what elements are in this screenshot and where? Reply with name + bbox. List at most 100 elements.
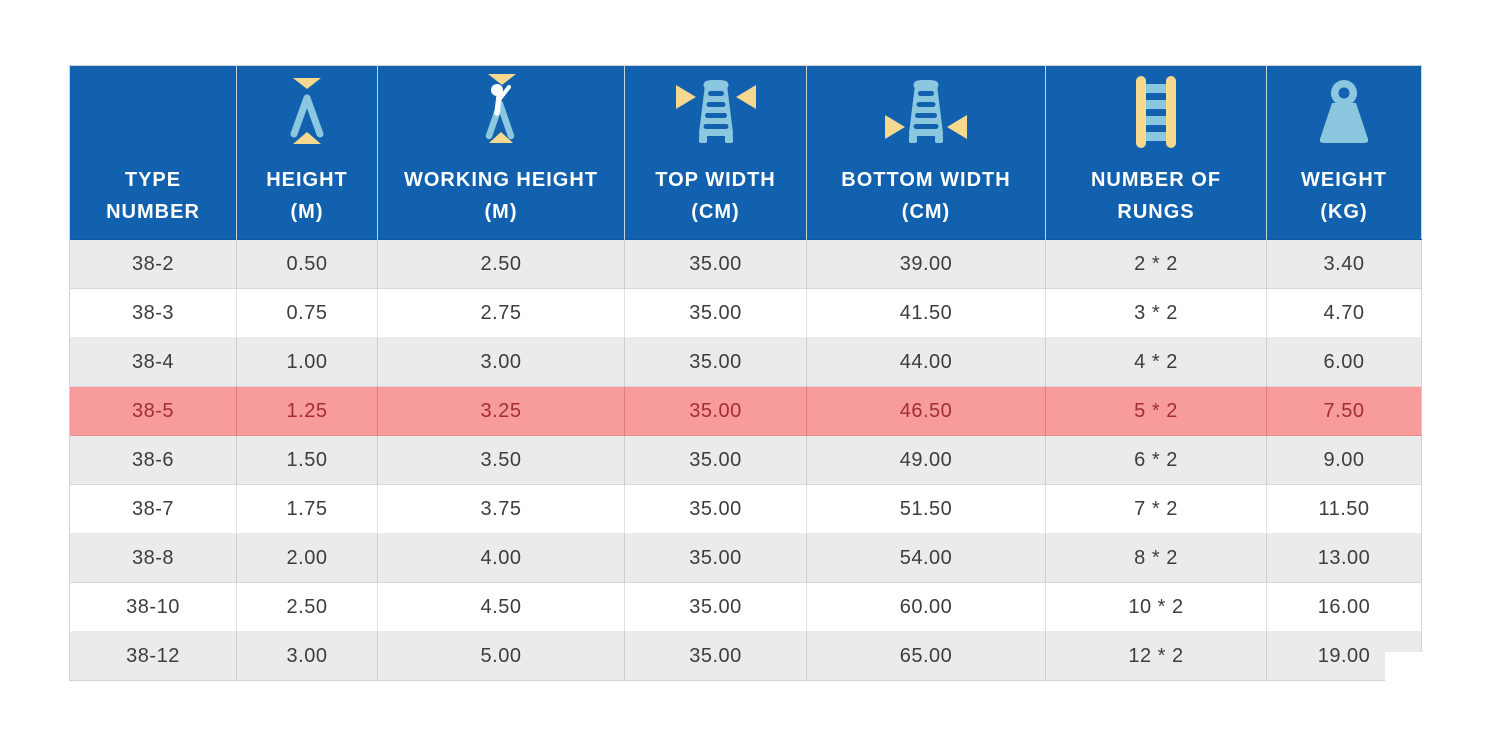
column-label: (CM)	[901, 201, 951, 223]
person-head	[491, 84, 503, 96]
ladder-rail	[1166, 76, 1176, 148]
rungs-icon	[1128, 72, 1184, 152]
height-icon	[277, 72, 337, 152]
table-cell: 35.00	[624, 435, 807, 485]
column-label: WEIGHT	[1301, 169, 1387, 191]
column-label: NUMBER OF	[1090, 169, 1222, 191]
table-cell: 5.00	[377, 631, 625, 681]
table-cell: 35.00	[624, 239, 807, 289]
table-cell: 51.50	[806, 484, 1046, 534]
table-cell: 1.75	[236, 484, 378, 534]
ladder-spec-table: TYPE NUMBER HEIGHT (M)	[69, 65, 1422, 681]
column-label: (CM)	[691, 201, 740, 223]
column-header-height: HEIGHT (M)	[236, 65, 378, 240]
table-row: 38-4 1.00 3.00 35.00 44.00 4 * 2 6.00	[69, 337, 1422, 387]
table-cell: 1.25	[236, 386, 378, 436]
table-cell: 4.70	[1266, 288, 1422, 338]
table-cell: 49.00	[806, 435, 1046, 485]
table-cell: 3.50	[377, 435, 625, 485]
column-label: BOTTOM WIDTH	[841, 169, 1011, 191]
table-cell: 0.75	[236, 288, 378, 338]
measure-arrow-up	[293, 132, 321, 144]
column-label: (KG)	[1320, 201, 1368, 223]
column-label: TOP WIDTH	[655, 169, 776, 191]
table-row: 38-7 1.75 3.75 35.00 51.50 7 * 2 11.50	[69, 484, 1422, 534]
table-cell: 44.00	[806, 337, 1046, 387]
column-header-bottom-width: BOTTOM WIDTH (CM)	[806, 65, 1046, 240]
table-row: 38-10 2.50 4.50 35.00 60.00 10 * 2 16.00	[69, 582, 1422, 632]
table-cell: 38-10	[69, 582, 237, 632]
table-cell: 60.00	[806, 582, 1046, 632]
table-cell: 38-2	[69, 239, 237, 289]
table-cell: 3.00	[236, 631, 378, 681]
measure-arrow-right	[675, 85, 696, 109]
table-cell: 38-4	[69, 337, 237, 387]
table-cell: 3.00	[377, 337, 625, 387]
measure-arrow-up	[489, 132, 513, 143]
table-cell: 2.50	[236, 582, 378, 632]
column-label: (M)	[484, 201, 518, 223]
table-cell: 39.00	[806, 239, 1046, 289]
measure-arrow-left	[947, 115, 967, 139]
table-row-highlighted: 38-5 1.25 3.25 35.00 46.50 5 * 2 7.50	[69, 386, 1422, 436]
table-cell: 38-7	[69, 484, 237, 534]
measure-arrow-down	[293, 78, 321, 89]
table-cell: 38-6	[69, 435, 237, 485]
table-cell: 38-12	[69, 631, 237, 681]
table-header: TYPE NUMBER HEIGHT (M)	[69, 65, 1422, 240]
measure-arrow-left	[735, 85, 756, 109]
header-row: TYPE NUMBER HEIGHT (M)	[69, 65, 1422, 240]
column-header-type-number: TYPE NUMBER	[69, 65, 237, 240]
measure-arrow-down	[488, 74, 516, 85]
table-cell: 65.00	[806, 631, 1046, 681]
column-header-weight: WEIGHT (KG)	[1266, 65, 1422, 240]
table-cell: 3.25	[377, 386, 625, 436]
table-cell: 10 * 2	[1045, 582, 1267, 632]
table-cell: 7.50	[1266, 386, 1422, 436]
table-cell: 35.00	[624, 533, 807, 583]
table-cell: 2 * 2	[1045, 239, 1267, 289]
table-cell: 35.00	[624, 337, 807, 387]
column-label: (M)	[290, 201, 324, 223]
table-cell: 4 * 2	[1045, 337, 1267, 387]
weight-handle-hole	[1338, 87, 1350, 99]
table-cell: 46.50	[806, 386, 1046, 436]
table-cell: 5 * 2	[1045, 386, 1267, 436]
table-cell: 6 * 2	[1045, 435, 1267, 485]
table-cell: 2.00	[236, 533, 378, 583]
table-cell: 38-5	[69, 386, 237, 436]
column-label: RUNGS	[1117, 201, 1195, 223]
table-cell: 6.00	[1266, 337, 1422, 387]
table-cell: 54.00	[806, 533, 1046, 583]
column-label: HEIGHT	[266, 169, 348, 191]
table-cell: 4.00	[377, 533, 625, 583]
table-cell: 1.50	[236, 435, 378, 485]
column-label: TYPE	[124, 169, 182, 191]
table-cell: 1.00	[236, 337, 378, 387]
table-cell: 35.00	[624, 386, 807, 436]
table-cell: 16.00	[1266, 582, 1422, 632]
table-cell: 3.40	[1266, 239, 1422, 289]
table-row: 38-8 2.00 4.00 35.00 54.00 8 * 2 13.00	[69, 533, 1422, 583]
table-cell: 35.00	[624, 288, 807, 338]
measure-arrow-right	[885, 115, 905, 139]
table-row: 38-6 1.50 3.50 35.00 49.00 6 * 2 9.00	[69, 435, 1422, 485]
weight-icon	[1312, 72, 1376, 152]
table-cell: 2.75	[377, 288, 625, 338]
table-cell: 3.75	[377, 484, 625, 534]
table-cell: 4.50	[377, 582, 625, 632]
table-cell: 35.00	[624, 582, 807, 632]
column-header-top-width: TOP WIDTH (CM)	[624, 65, 807, 240]
table-body: 38-2 0.50 2.50 35.00 39.00 2 * 2 3.40 38…	[69, 239, 1422, 681]
table-cell: 35.00	[624, 631, 807, 681]
column-label: NUMBER	[106, 201, 200, 223]
table-cell: 38-3	[69, 288, 237, 338]
top-width-icon	[674, 72, 758, 152]
table-row: 38-2 0.50 2.50 35.00 39.00 2 * 2 3.40	[69, 239, 1422, 289]
table-cell: 35.00	[624, 484, 807, 534]
white-overlay-patch	[1385, 652, 1500, 732]
table-cell: 11.50	[1266, 484, 1422, 534]
table-cell: 38-8	[69, 533, 237, 583]
column-header-working-height: WORKING HEIGHT (M)	[377, 65, 625, 240]
table-cell: 9.00	[1266, 435, 1422, 485]
